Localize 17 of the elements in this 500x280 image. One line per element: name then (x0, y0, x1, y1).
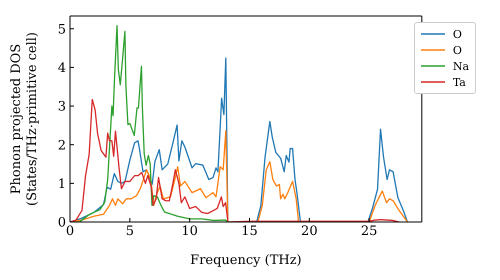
x-tick-label: 5 (126, 224, 134, 240)
x-tick-label: 25 (360, 224, 378, 240)
y-tick-label: 5 (58, 22, 66, 38)
legend-label: O (452, 28, 462, 40)
legend-label: O (452, 44, 462, 56)
y-axis-title: Phonon projected DOS (States/THz·primitive cell) (9, 32, 40, 206)
legend-label: Na (452, 60, 469, 72)
y-tick-label: 1 (58, 176, 66, 192)
x-axis-title: Frequency (THz) (190, 253, 302, 268)
x-tick-label: 15 (241, 224, 258, 240)
line-series (70, 98, 400, 222)
legend-label: Ta (452, 76, 466, 88)
y-tick-label: 4 (58, 61, 66, 76)
x-tick-label: 20 (301, 224, 318, 240)
y-tick-label: 3 (58, 100, 66, 115)
x-tick-label: 10 (181, 224, 198, 240)
y-tick-label: 2 (58, 138, 66, 154)
